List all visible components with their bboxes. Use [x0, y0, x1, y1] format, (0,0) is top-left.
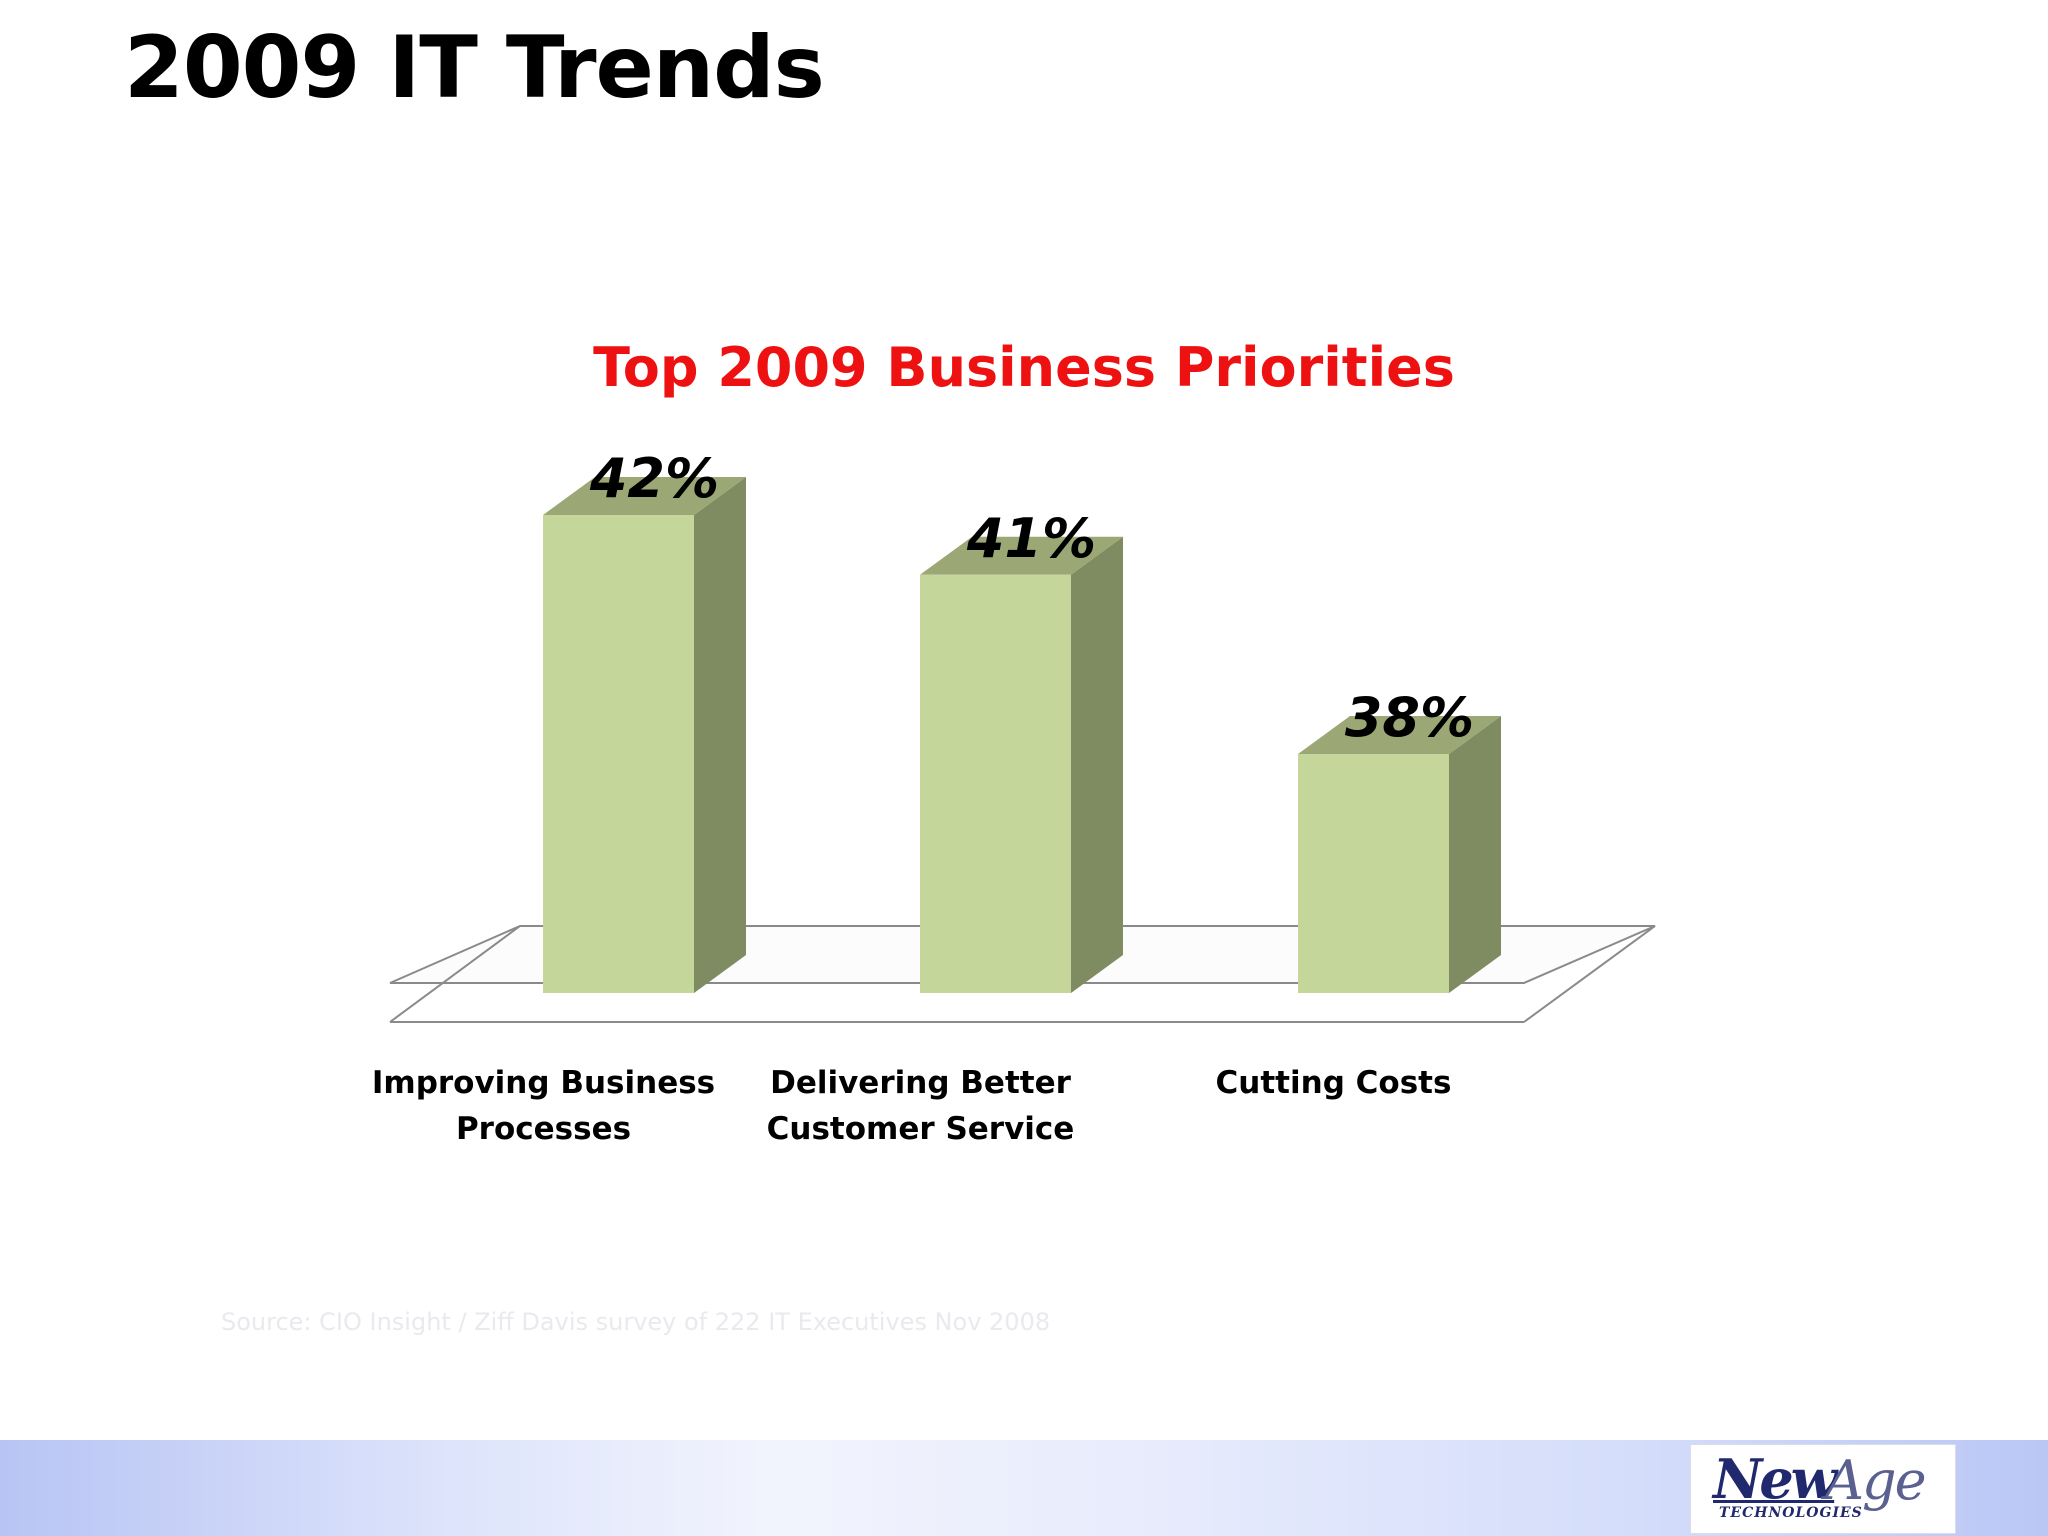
- data-label: 41%: [966, 507, 1096, 570]
- floor-right-edge: [1523, 925, 1656, 1023]
- logo-tagline: TECHNOLOGIES: [1719, 1505, 1863, 1521]
- slide-title: 2009 IT Trends: [124, 18, 825, 118]
- bar: [1298, 754, 1449, 993]
- x-tick-label: Processes: [456, 1111, 631, 1147]
- logo-word-age: Age: [1825, 1449, 1927, 1512]
- bar-top: [1298, 716, 1501, 754]
- chart-title: Top 2009 Business Priorities: [593, 336, 1455, 399]
- data-label: 38%: [1345, 686, 1474, 749]
- bar-chart: 42% Improving Business Processes 41% Deliver…: [372, 447, 1656, 1147]
- bar: [543, 515, 694, 993]
- x-tick-label: Delivering Better: [770, 1065, 1072, 1101]
- bar-side: [1071, 536, 1123, 993]
- floor-left-edge: [389, 925, 521, 1023]
- x-tick-label: Cutting Costs: [1216, 1065, 1452, 1101]
- logo-word-new: New: [1713, 1447, 1837, 1511]
- x-tick-label: Improving Business: [372, 1065, 715, 1101]
- bar-side: [1449, 716, 1501, 993]
- bar-top: [920, 536, 1123, 575]
- bar: [920, 574, 1071, 993]
- data-label: 42%: [589, 447, 719, 510]
- source-note: Source: CIO Insight / Ziff Davis survey …: [221, 1308, 1051, 1336]
- bar-top: [543, 477, 746, 515]
- bar-side: [694, 477, 746, 993]
- x-tick-label: Customer Service: [767, 1111, 1075, 1147]
- company-logo: New Age TECHNOLOGIES: [1690, 1444, 1956, 1534]
